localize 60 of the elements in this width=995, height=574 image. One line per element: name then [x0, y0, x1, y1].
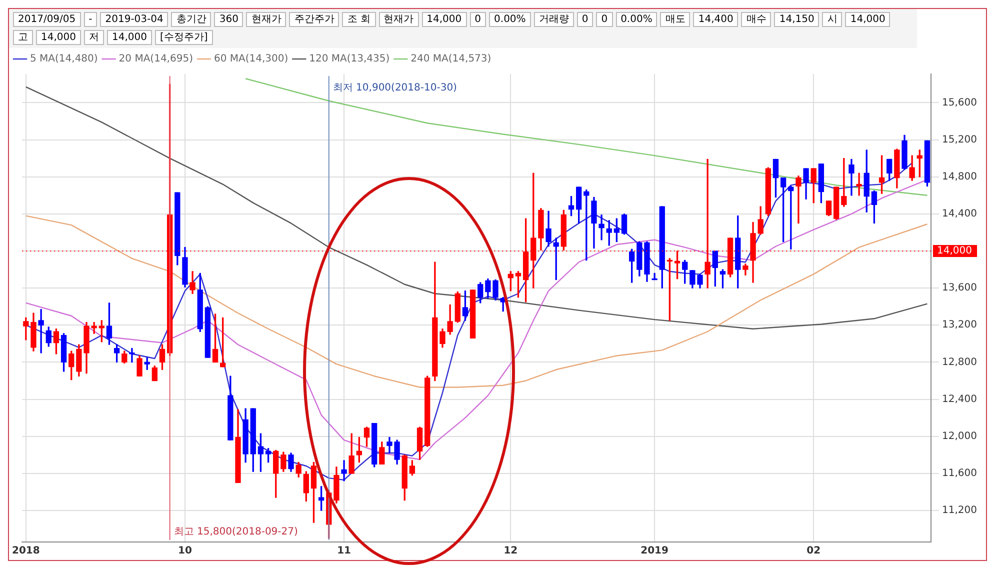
- y-tick-label: 11,600: [942, 468, 978, 480]
- x-tick-label: 10: [178, 546, 192, 557]
- text: 시: [822, 12, 842, 27]
- y-tick-label: 12,800: [942, 356, 978, 368]
- y-tick-label: 13,200: [942, 320, 978, 331]
- text: 매도: [660, 12, 690, 27]
- y-tick-label: 12,000: [942, 430, 978, 442]
- text: 고: [13, 30, 33, 45]
- y-tick-label: 13,600: [942, 282, 978, 294]
- text: 0: [576, 12, 594, 27]
- text: 0: [470, 12, 486, 27]
- candlestick: [129, 348, 135, 363]
- annotation: 최저 10,900(2018-10-30): [332, 82, 458, 94]
- legend-label: 240 MA(14,573): [410, 54, 492, 65]
- x-tick-label: 02: [806, 546, 821, 557]
- text: 현재가: [246, 12, 286, 27]
- candlestick: [652, 272, 658, 280]
- y-tick-label: 14,400: [942, 208, 978, 220]
- candlestick: [38, 309, 44, 354]
- x-tick-label: 2019: [640, 546, 669, 557]
- y-tick-label: 14,800: [942, 171, 978, 182]
- text: 0: [596, 12, 613, 27]
- text: 0.00%: [616, 12, 658, 27]
- y-tick-label: 15,200: [942, 134, 978, 146]
- text: 2017/09/05: [13, 12, 81, 27]
- x-tick-label: 2018: [12, 546, 40, 557]
- legend-label: 20 MA(14,695): [118, 54, 194, 65]
- candlestick: [848, 158, 854, 196]
- candlestick: [856, 172, 862, 196]
- text: 총기간: [171, 12, 212, 27]
- ref-line-label: 14,000: [937, 246, 972, 257]
- text: 현재가: [378, 12, 419, 27]
- text: 매수: [741, 12, 772, 27]
- legend-label: 60 MA(14,300): [214, 54, 288, 65]
- text: [수정주가]: [155, 30, 213, 45]
- text: 저: [84, 30, 104, 45]
- x-tick-label: 11: [337, 546, 352, 557]
- text: 14,000: [422, 12, 467, 27]
- text: -: [84, 12, 98, 27]
- legend-label: 120 MA(13,435): [309, 54, 390, 65]
- text: 0.00%: [489, 12, 531, 27]
- candlestick: [341, 460, 347, 482]
- text: 14,000: [845, 12, 890, 27]
- text: 주간주가: [289, 12, 340, 27]
- text: 2019-03-04: [100, 12, 168, 27]
- text: 조 회: [342, 12, 376, 27]
- y-tick-label: 11,200: [942, 505, 978, 516]
- annotation: 최고 15,800(2018-09-27): [174, 526, 298, 538]
- text: 14,400: [693, 12, 738, 27]
- text: 거래량: [534, 12, 574, 27]
- candlestick: [598, 214, 604, 240]
- legend-label: 5 MA(14,480): [30, 54, 98, 65]
- y-tick-label: 15,600: [942, 97, 978, 108]
- candlestick: [796, 176, 802, 224]
- text: 360: [214, 12, 244, 27]
- x-tick-label: 12: [504, 546, 518, 557]
- text: 14,000: [107, 30, 152, 45]
- y-tick-label: 12,400: [942, 394, 978, 405]
- text: 14,000: [36, 30, 81, 45]
- text: 14,150: [774, 12, 820, 27]
